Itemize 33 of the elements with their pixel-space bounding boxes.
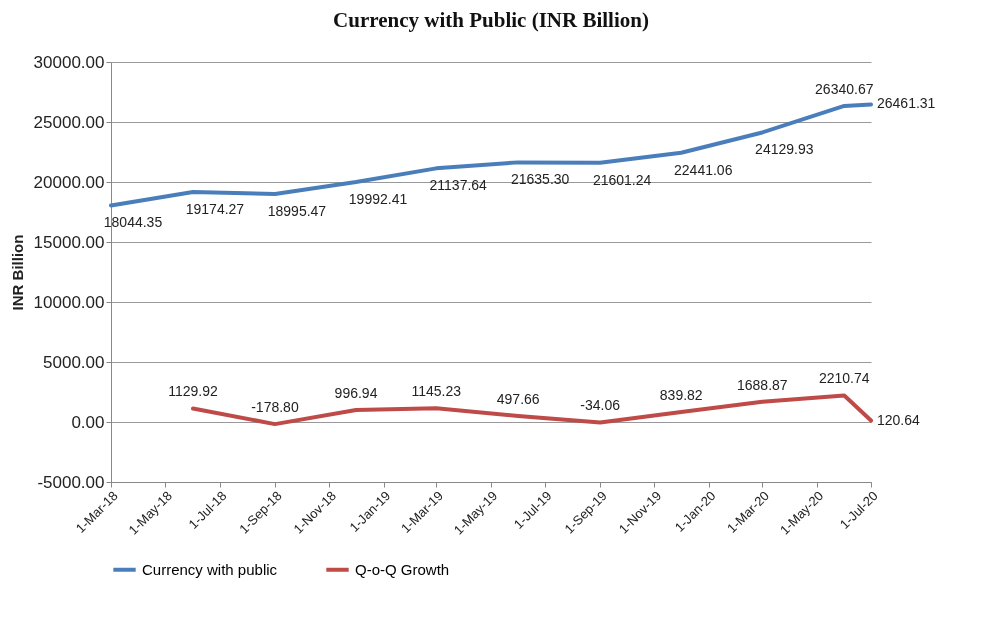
y-tick-label: 15000.00 bbox=[33, 232, 105, 252]
data-label: 26461.31 bbox=[877, 95, 936, 112]
data-label: 22441.06 bbox=[674, 161, 733, 178]
data-label: 19992.41 bbox=[348, 191, 408, 208]
data-label: 1688.87 bbox=[737, 376, 788, 393]
y-tick-label: 0.00 bbox=[71, 412, 105, 432]
data-label: 1145.23 bbox=[411, 383, 462, 400]
data-label: 26340.67 bbox=[815, 80, 874, 97]
data-label: 21635.30 bbox=[510, 171, 570, 188]
data-label: 18995.47 bbox=[267, 203, 327, 220]
legend-label: Currency with public bbox=[142, 560, 278, 578]
data-label: 1129.92 bbox=[168, 383, 218, 400]
data-label: 18044.35 bbox=[103, 214, 163, 231]
data-label: 19174.27 bbox=[185, 200, 245, 217]
data-label: 996.94 bbox=[334, 385, 378, 402]
data-label: -178.80 bbox=[251, 399, 299, 416]
y-tick-label: 10000.00 bbox=[33, 292, 105, 312]
y-axis-title: INR Billion bbox=[8, 234, 26, 311]
y-tick-label: 30000.00 bbox=[33, 52, 105, 72]
data-label: 21601.24 bbox=[592, 171, 652, 188]
data-label: 497.66 bbox=[496, 391, 540, 408]
legend-label: Q-o-Q Growth bbox=[355, 560, 450, 578]
y-tick-label: 25000.00 bbox=[33, 112, 105, 132]
data-label: -34.06 bbox=[580, 397, 621, 414]
y-tick-label: 5000.00 bbox=[43, 352, 105, 372]
y-tick-label: -5000.00 bbox=[37, 472, 105, 492]
data-label: 2210.74 bbox=[818, 370, 870, 387]
data-label: 839.82 bbox=[659, 386, 703, 403]
chart-title: Currency with Public (INR Billion) bbox=[333, 8, 649, 32]
y-tick-label: 20000.00 bbox=[33, 172, 105, 192]
data-label: 24129.93 bbox=[755, 141, 814, 158]
data-label: 21137.64 bbox=[429, 177, 488, 194]
data-label: 120.64 bbox=[877, 411, 921, 428]
